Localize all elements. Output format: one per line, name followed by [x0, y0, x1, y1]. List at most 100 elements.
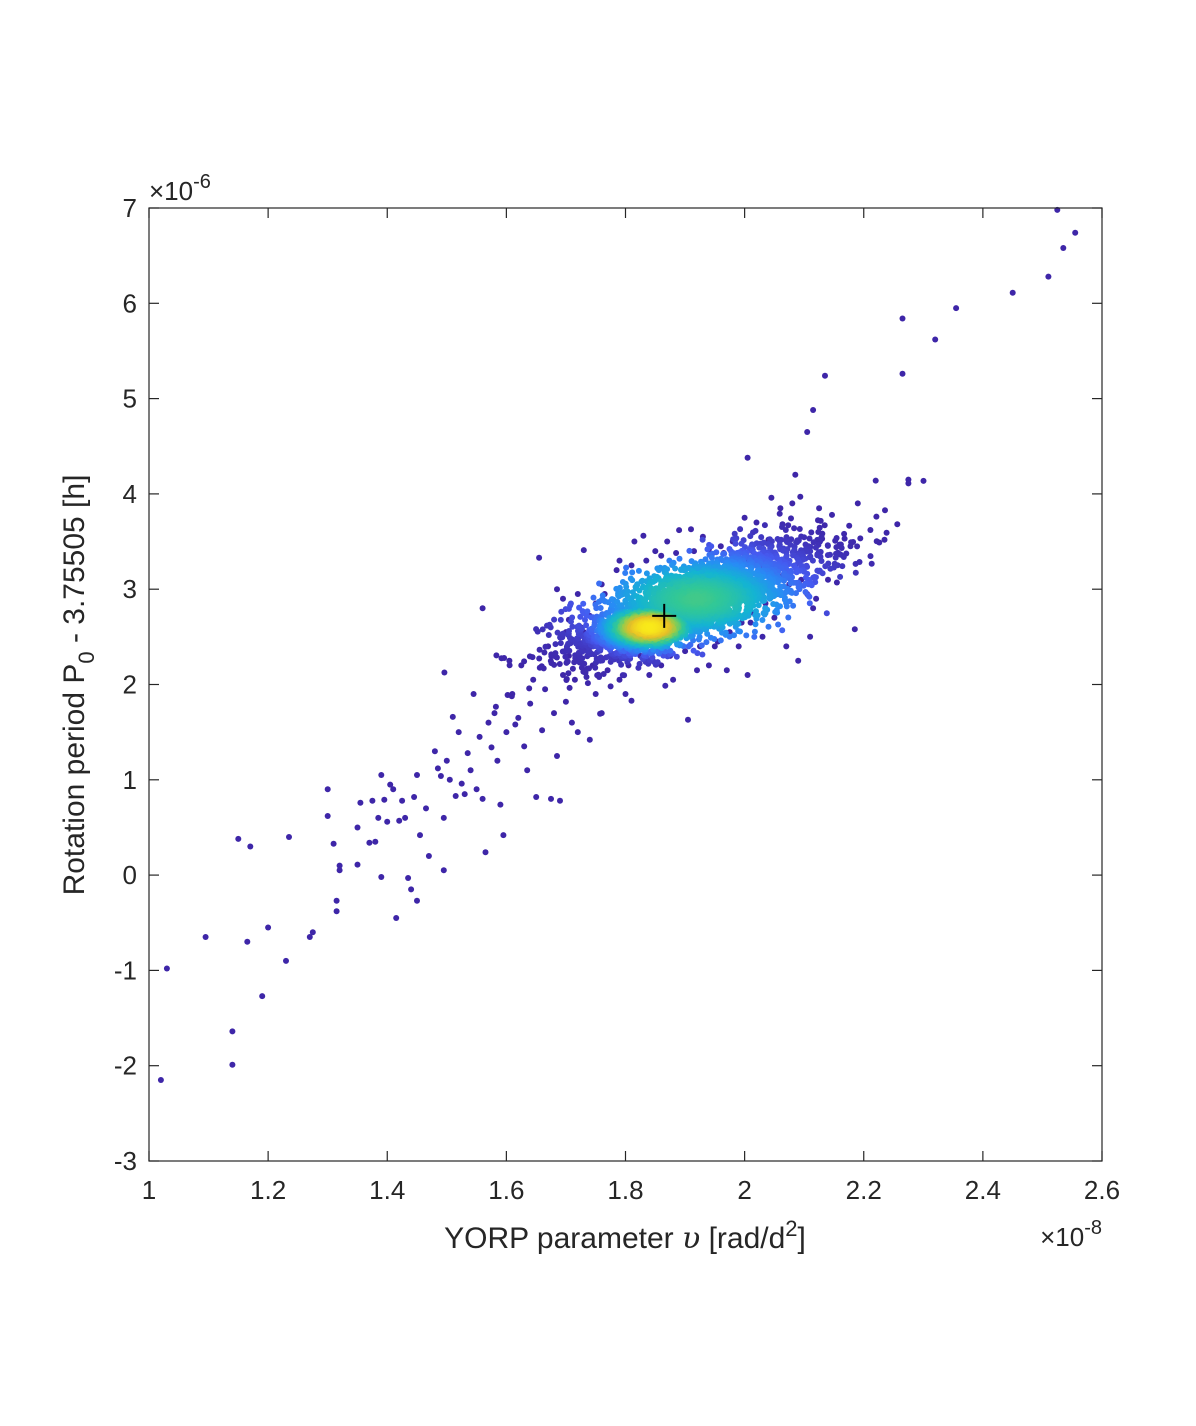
data-point [702, 556, 709, 563]
data-point [829, 511, 835, 518]
data-point [576, 622, 582, 629]
data-point [434, 765, 441, 772]
data-point [402, 814, 409, 821]
data-point [584, 608, 591, 615]
data-point [806, 600, 813, 607]
data-point [654, 659, 661, 666]
data-point [437, 773, 444, 779]
data-point [638, 578, 645, 585]
data-point [333, 908, 340, 915]
data-point [803, 548, 810, 555]
data-point [755, 602, 762, 609]
data-point [497, 801, 504, 808]
data-point [793, 569, 800, 576]
data-point [673, 653, 680, 660]
data-point [759, 598, 766, 604]
data-point [470, 691, 477, 697]
x-tick-label: 2.2 [846, 1175, 882, 1205]
data-point [564, 658, 571, 665]
data-point [569, 623, 576, 630]
data-point [583, 622, 590, 629]
data-point [772, 609, 779, 615]
data-point [664, 538, 671, 545]
data-point [643, 557, 650, 564]
data-point [479, 795, 486, 802]
data-point [792, 471, 799, 478]
data-point [809, 557, 816, 564]
data-point [731, 530, 738, 537]
data-point [662, 682, 669, 689]
data-point [899, 315, 906, 322]
data-point [699, 536, 706, 543]
data-point [788, 515, 794, 522]
data-point [452, 793, 459, 799]
data-point [810, 605, 817, 612]
data-point [623, 564, 630, 571]
data-point [396, 817, 403, 824]
data-point [580, 547, 587, 554]
data-point [854, 500, 861, 507]
data-point [785, 614, 792, 621]
data-point [761, 522, 768, 529]
data-point [557, 797, 563, 804]
data-point [797, 493, 804, 500]
data-point [822, 372, 828, 379]
data-point [687, 641, 694, 648]
data-point [571, 676, 578, 683]
x-tick-label: 1.2 [250, 1175, 286, 1205]
data-point [753, 519, 760, 526]
data-point [286, 834, 292, 840]
data-point [506, 657, 513, 664]
data-point [854, 543, 861, 550]
data-point [707, 634, 714, 641]
data-point [812, 544, 819, 551]
data-point [378, 772, 385, 778]
data-point [586, 665, 592, 672]
data-point [494, 757, 501, 764]
data-point [521, 658, 528, 665]
data-point [790, 602, 797, 609]
data-point [563, 676, 570, 682]
data-point [840, 554, 847, 560]
data-point [824, 542, 831, 549]
data-point [822, 563, 829, 570]
data-point [492, 703, 499, 710]
data-point [443, 757, 450, 764]
data-point [636, 660, 643, 667]
data-point [839, 563, 846, 570]
data-point [607, 683, 614, 690]
data-point [405, 875, 412, 881]
data-point [789, 500, 796, 507]
data-point [552, 641, 559, 648]
data-point [560, 595, 566, 602]
data-point [458, 780, 465, 787]
data-point [449, 713, 456, 720]
data-point [623, 583, 630, 590]
x-multiplier: ×10-8 [1040, 1217, 1102, 1252]
data-point [743, 632, 750, 639]
data-point [423, 805, 429, 812]
data-point [804, 429, 811, 435]
data-point [590, 594, 597, 601]
data-point [163, 965, 170, 972]
data-point [899, 370, 906, 377]
data-point [536, 655, 543, 662]
data-point [628, 562, 635, 569]
data-point [833, 579, 840, 586]
data-point [708, 554, 715, 561]
data-point [527, 700, 534, 707]
data-point [672, 565, 679, 572]
data-point [597, 654, 604, 661]
data-point [711, 643, 718, 650]
x-tick-label: 2 [737, 1175, 751, 1205]
x-tick-label: 2.4 [965, 1175, 1001, 1205]
y-tick-label: 0 [123, 860, 137, 890]
data-point [554, 753, 560, 759]
data-point [759, 617, 766, 623]
data-point [622, 691, 629, 697]
data-point [375, 814, 382, 821]
data-point [703, 639, 710, 646]
data-point [440, 867, 447, 874]
data-point [283, 957, 289, 964]
